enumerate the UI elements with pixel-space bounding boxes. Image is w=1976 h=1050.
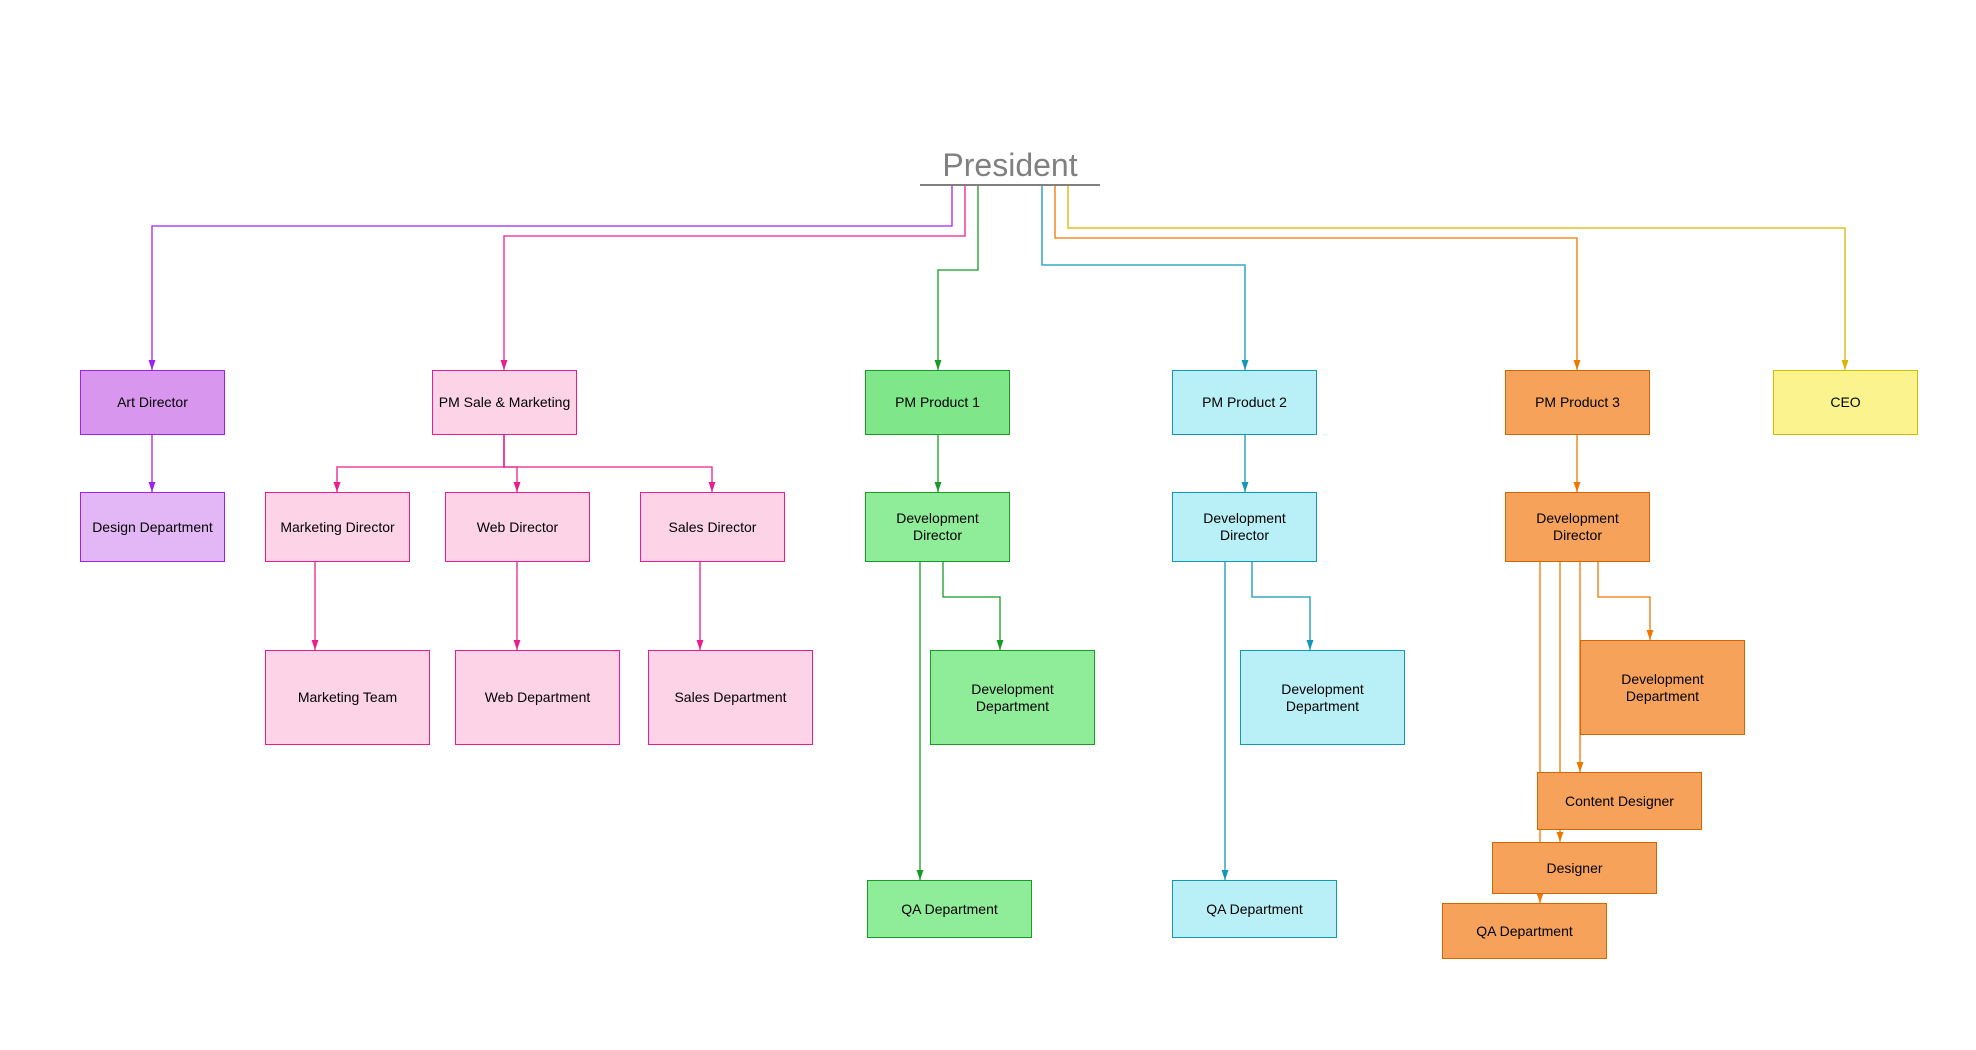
- node-label: Development Department: [935, 681, 1090, 715]
- node-dev_dept2: Development Department: [1240, 650, 1405, 745]
- node-sales_director: Sales Director: [640, 492, 785, 562]
- edge: [504, 435, 712, 492]
- arrow-head-icon: [997, 640, 1004, 650]
- node-sales_dept: Sales Department: [648, 650, 813, 745]
- node-art_director: Art Director: [80, 370, 225, 435]
- edge: [504, 435, 517, 492]
- arrow-head-icon: [1222, 870, 1229, 880]
- node-mkt_director: Marketing Director: [265, 492, 410, 562]
- node-label: PM Product 2: [1202, 394, 1287, 411]
- node-label: Art Director: [117, 394, 188, 411]
- node-label: QA Department: [901, 901, 998, 918]
- node-label: PM Product 3: [1535, 394, 1620, 411]
- arrow-head-icon: [149, 482, 156, 492]
- node-label: Sales Director: [669, 519, 757, 536]
- edge: [152, 186, 952, 370]
- arrow-head-icon: [1242, 360, 1249, 370]
- node-label: Development Director: [870, 510, 1005, 544]
- node-pm_sales_mkt: PM Sale & Marketing: [432, 370, 577, 435]
- node-label: Web Director: [477, 519, 558, 536]
- arrow-head-icon: [935, 482, 942, 492]
- node-label: Development Department: [1585, 671, 1740, 705]
- arrow-head-icon: [1577, 762, 1584, 772]
- edge: [504, 186, 965, 370]
- node-label: Sales Department: [674, 689, 786, 706]
- arrow-head-icon: [917, 870, 924, 880]
- node-label: Development Department: [1245, 681, 1400, 715]
- node-designer: Designer: [1492, 842, 1657, 894]
- node-qa_dept3: QA Department: [1442, 903, 1607, 959]
- org-chart-diagram: President Art Director Design Department PM…: [0, 0, 1976, 1050]
- node-label: Web Department: [485, 689, 591, 706]
- node-web_dept: Web Department: [455, 650, 620, 745]
- node-label: QA Department: [1206, 901, 1303, 918]
- node-label: Development Director: [1177, 510, 1312, 544]
- node-dev_dept1: Development Department: [930, 650, 1095, 745]
- arrow-head-icon: [1574, 482, 1581, 492]
- node-qa_dept1: QA Department: [867, 880, 1032, 938]
- arrow-head-icon: [697, 640, 704, 650]
- node-label: Marketing Director: [280, 519, 394, 536]
- edge: [1068, 186, 1845, 370]
- arrow-head-icon: [334, 482, 341, 492]
- node-label: Designer: [1546, 860, 1602, 877]
- node-ceo: CEO: [1773, 370, 1918, 435]
- arrow-head-icon: [149, 360, 156, 370]
- arrow-head-icon: [709, 482, 716, 492]
- edge: [1252, 562, 1310, 650]
- node-label: Content Designer: [1565, 793, 1674, 810]
- arrow-head-icon: [514, 640, 521, 650]
- node-web_director: Web Director: [445, 492, 590, 562]
- edge: [1598, 562, 1650, 640]
- arrow-head-icon: [1537, 893, 1544, 903]
- edge: [1055, 186, 1577, 370]
- node-dev_dir3: Development Director: [1505, 492, 1650, 562]
- node-qa_dept2: QA Department: [1172, 880, 1337, 938]
- arrow-head-icon: [1647, 630, 1654, 640]
- node-label: Marketing Team: [298, 689, 397, 706]
- arrow-head-icon: [935, 360, 942, 370]
- node-pm_prod1: PM Product 1: [865, 370, 1010, 435]
- arrow-head-icon: [1574, 360, 1581, 370]
- arrow-head-icon: [312, 640, 319, 650]
- node-pm_prod2: PM Product 2: [1172, 370, 1317, 435]
- node-design_dept: Design Department: [80, 492, 225, 562]
- arrow-head-icon: [1557, 832, 1564, 842]
- node-dev_dept3: Development Department: [1580, 640, 1745, 735]
- node-label: PM Sale & Marketing: [439, 394, 571, 411]
- edge: [943, 562, 1000, 650]
- node-mkt_team: Marketing Team: [265, 650, 430, 745]
- root-title: President: [920, 140, 1100, 186]
- node-dev_dir1: Development Director: [865, 492, 1010, 562]
- edge: [1042, 186, 1245, 370]
- edge: [938, 186, 978, 370]
- node-label: Development Director: [1510, 510, 1645, 544]
- arrow-head-icon: [1842, 360, 1849, 370]
- node-label: QA Department: [1476, 923, 1573, 940]
- root-title-label: President: [942, 147, 1077, 184]
- arrow-head-icon: [514, 482, 521, 492]
- edge: [337, 435, 504, 492]
- node-dev_dir2: Development Director: [1172, 492, 1317, 562]
- arrow-head-icon: [1242, 482, 1249, 492]
- arrow-head-icon: [501, 360, 508, 370]
- node-label: PM Product 1: [895, 394, 980, 411]
- node-pm_prod3: PM Product 3: [1505, 370, 1650, 435]
- arrow-head-icon: [1307, 640, 1314, 650]
- node-content_des: Content Designer: [1537, 772, 1702, 830]
- node-label: Design Department: [92, 519, 213, 536]
- node-label: CEO: [1830, 394, 1860, 411]
